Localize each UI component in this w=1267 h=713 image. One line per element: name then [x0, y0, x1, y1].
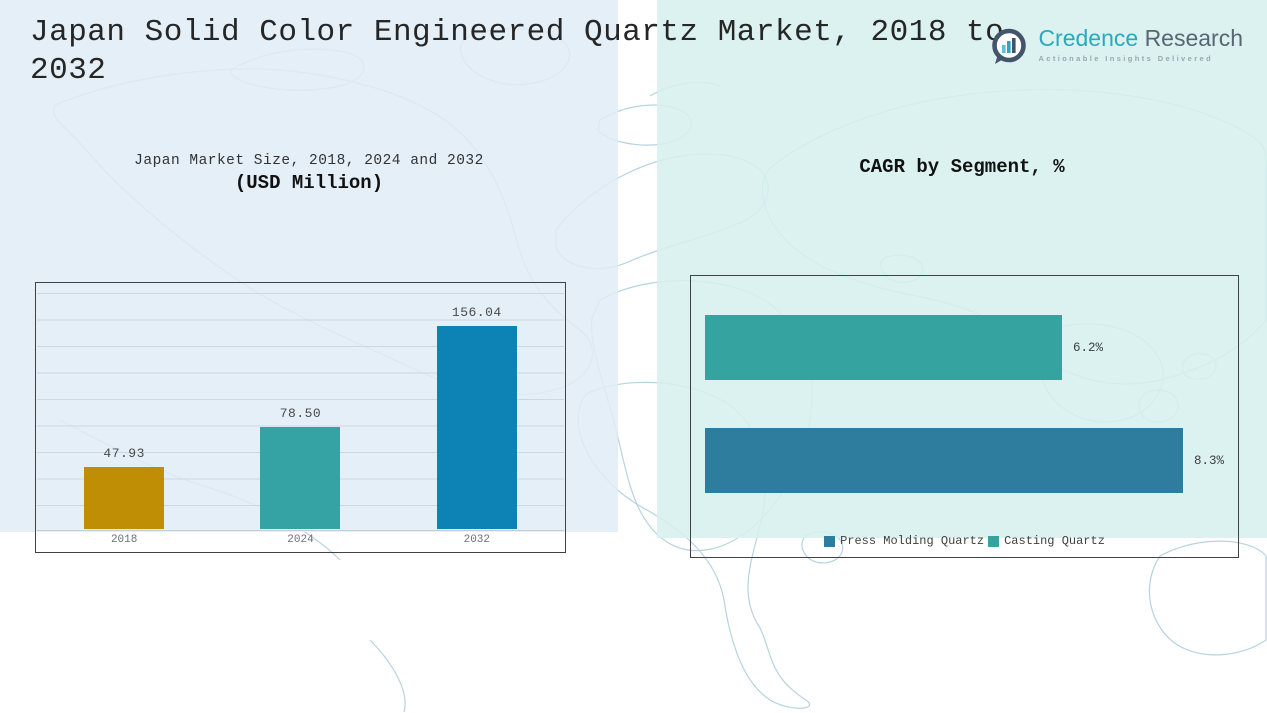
- bar-casting-quartz: [705, 315, 1062, 380]
- bar-value-label: 156.04: [451, 305, 502, 320]
- credence-research-logo: Credence Research Actionable Insights De…: [988, 25, 1243, 68]
- legend-swatch: [824, 535, 836, 547]
- bar-group-2024: 78.50: [245, 406, 355, 529]
- logo-word-research: Research: [1144, 25, 1243, 51]
- bar-value-label: 47.93: [103, 446, 145, 461]
- logo-chart-bubble-icon: [992, 28, 1027, 64]
- bar-2018: [84, 467, 165, 529]
- right-chart-title: CAGR by Segment, %: [859, 156, 1065, 178]
- bar-value-label: 78.50: [279, 406, 322, 421]
- logo-text: Credence Research Actionable Insights De…: [1038, 25, 1243, 64]
- cagr-horizontal-bar-chart: 6.2% 8.3% Press Molding Quartz Casting Qua…: [690, 275, 1239, 558]
- bar-group-2018: 47.93: [69, 446, 179, 529]
- legend: Press Molding Quartz Casting Quartz: [691, 534, 1238, 548]
- logo-tagline: Actionable Insights Delivered: [1038, 54, 1214, 64]
- legend-label: Casting Quartz: [1004, 534, 1105, 548]
- hbar-row-press-molding-quartz: 8.3%: [705, 428, 1224, 493]
- legend-item-casting-quartz: Casting Quartz: [988, 534, 1105, 548]
- bar-2032: [436, 326, 517, 529]
- left-chart-title-line1: Japan Market Size, 2018, 2024 and 2032: [134, 153, 484, 169]
- logo-brand-name: Credence Research: [1038, 25, 1243, 51]
- x-axis-label-2032: 2032: [463, 534, 491, 546]
- x-axis-labels: 2018 2024 2032: [36, 534, 565, 546]
- legend-swatch: [988, 535, 1000, 547]
- legend-label: Press Molding Quartz: [840, 534, 985, 548]
- bar-series: 47.93 78.50 156.04: [36, 299, 565, 529]
- legend-item-press-molding-quartz: Press Molding Quartz: [824, 534, 984, 548]
- x-axis-label-2024: 2024: [287, 534, 314, 546]
- bar-value-label: 8.3%: [1194, 453, 1225, 468]
- bar-2024: [260, 427, 341, 529]
- bar-value-label: 6.2%: [1073, 340, 1104, 355]
- left-chart-title: Japan Market Size, 2018, 2024 and 2032 (…: [0, 153, 618, 194]
- page-title: Japan Solid Color Engineered Quartz Mark…: [30, 15, 1005, 88]
- left-chart-title-line2: (USD Million): [234, 172, 384, 194]
- logo-word-credence: Credence: [1038, 25, 1139, 51]
- market-size-bar-chart: 47.93 78.50 156.04 2018 2024 2032: [35, 282, 566, 553]
- bar-press-molding-quartz: [705, 428, 1183, 493]
- bar-group-2032: 156.04: [422, 305, 532, 529]
- x-axis-label-2018: 2018: [110, 534, 138, 546]
- hbar-row-casting-quartz: 6.2%: [705, 315, 1103, 380]
